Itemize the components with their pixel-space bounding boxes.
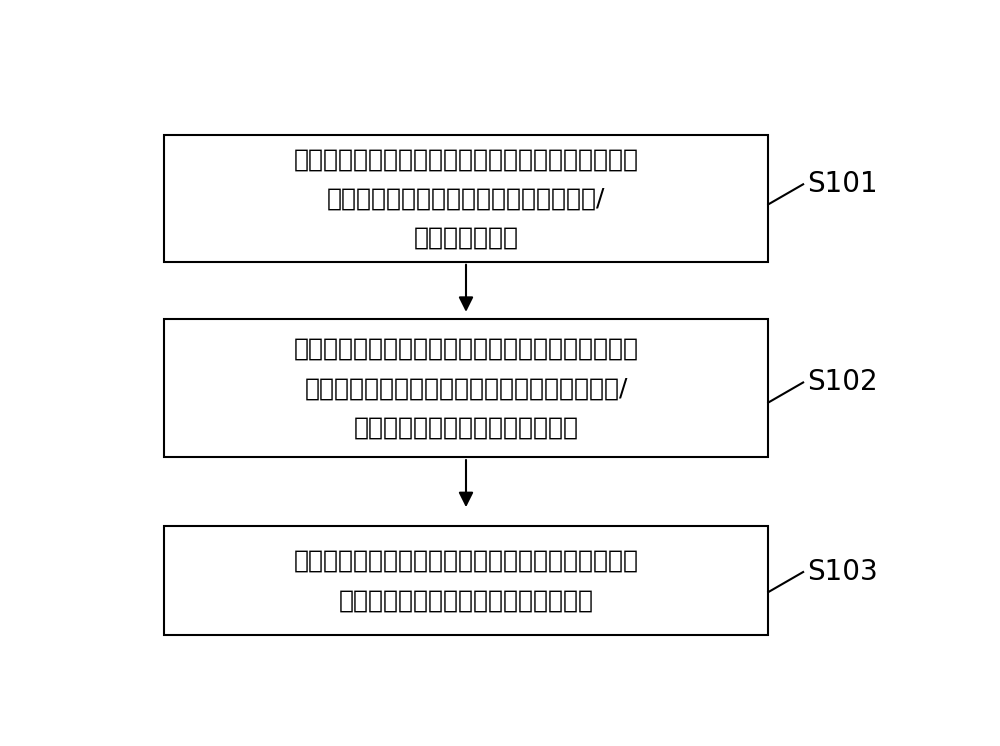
Text: 判断轮胎监测数据是否满足预定条件，其中，预定条
件至少包括：轮胎压力数据超出第一预定范围和/
或轮胎温度数据超出第二预定范围: 判断轮胎监测数据是否满足预定条件，其中，预定条 件至少包括：轮胎压力数据超出第一… xyxy=(294,337,639,439)
Text: S102: S102 xyxy=(807,369,878,396)
Text: 通过无线方式接收来自车辆的轮胎监测数据，其中，
轮胎监测数据至少包括：轮胎压力数据和/
或轮胎温度数据: 通过无线方式接收来自车辆的轮胎监测数据，其中， 轮胎监测数据至少包括：轮胎压力数… xyxy=(294,148,639,250)
Bar xyxy=(164,526,768,636)
Text: S101: S101 xyxy=(807,170,878,198)
Bar xyxy=(164,319,768,457)
Bar xyxy=(164,136,768,262)
Text: S103: S103 xyxy=(807,558,878,586)
Text: 在轮胎监测数据满足预定条件的情况下，检测车辆的
当前状态，基于当前状态发送预警信息: 在轮胎监测数据满足预定条件的情况下，检测车辆的 当前状态，基于当前状态发送预警信… xyxy=(294,549,639,612)
